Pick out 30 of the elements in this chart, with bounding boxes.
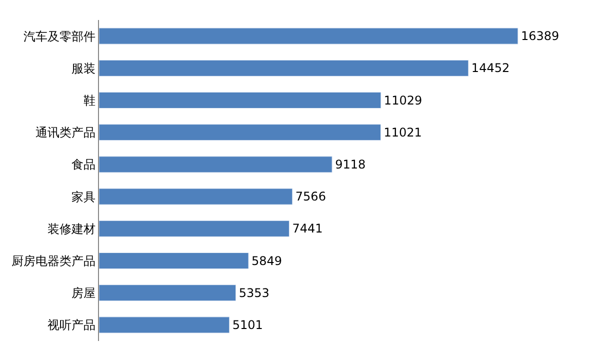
bar: [99, 284, 236, 302]
bar: [99, 60, 469, 76]
data-label: 11029: [384, 93, 422, 108]
data-label: 14452: [471, 61, 510, 76]
bar: [99, 252, 249, 270]
y-tick-label: 服装: [72, 61, 96, 76]
data-label: 7566: [295, 190, 326, 204]
y-tick-label: 鞋: [84, 93, 96, 108]
y-tick-label: 厨房电器类产品: [12, 254, 96, 268]
data-label: 9118: [335, 157, 366, 172]
y-tick-label: 通讯类产品: [36, 126, 96, 140]
data-label: 5101: [232, 318, 263, 332]
bar: [99, 92, 382, 109]
bar: [99, 124, 381, 141]
data-label: 16389: [520, 29, 560, 44]
y-tick-label: 视听产品: [48, 318, 96, 332]
bar: [99, 316, 230, 334]
data-label: 7441: [292, 222, 323, 236]
data-label: 5353: [238, 286, 270, 300]
bar: [99, 220, 290, 237]
data-label: 5849: [252, 254, 282, 268]
y-tick-label: 装修建材: [48, 222, 96, 236]
data-label: 11021: [384, 125, 422, 140]
bar: [99, 156, 332, 173]
bar: [99, 188, 293, 205]
bar: [99, 28, 518, 44]
y-tick-label: 食品: [72, 158, 96, 172]
y-tick-label: 房屋: [72, 286, 96, 300]
y-tick-label: 汽车及零部件: [24, 29, 96, 44]
y-tick-label: 家具: [72, 190, 96, 204]
